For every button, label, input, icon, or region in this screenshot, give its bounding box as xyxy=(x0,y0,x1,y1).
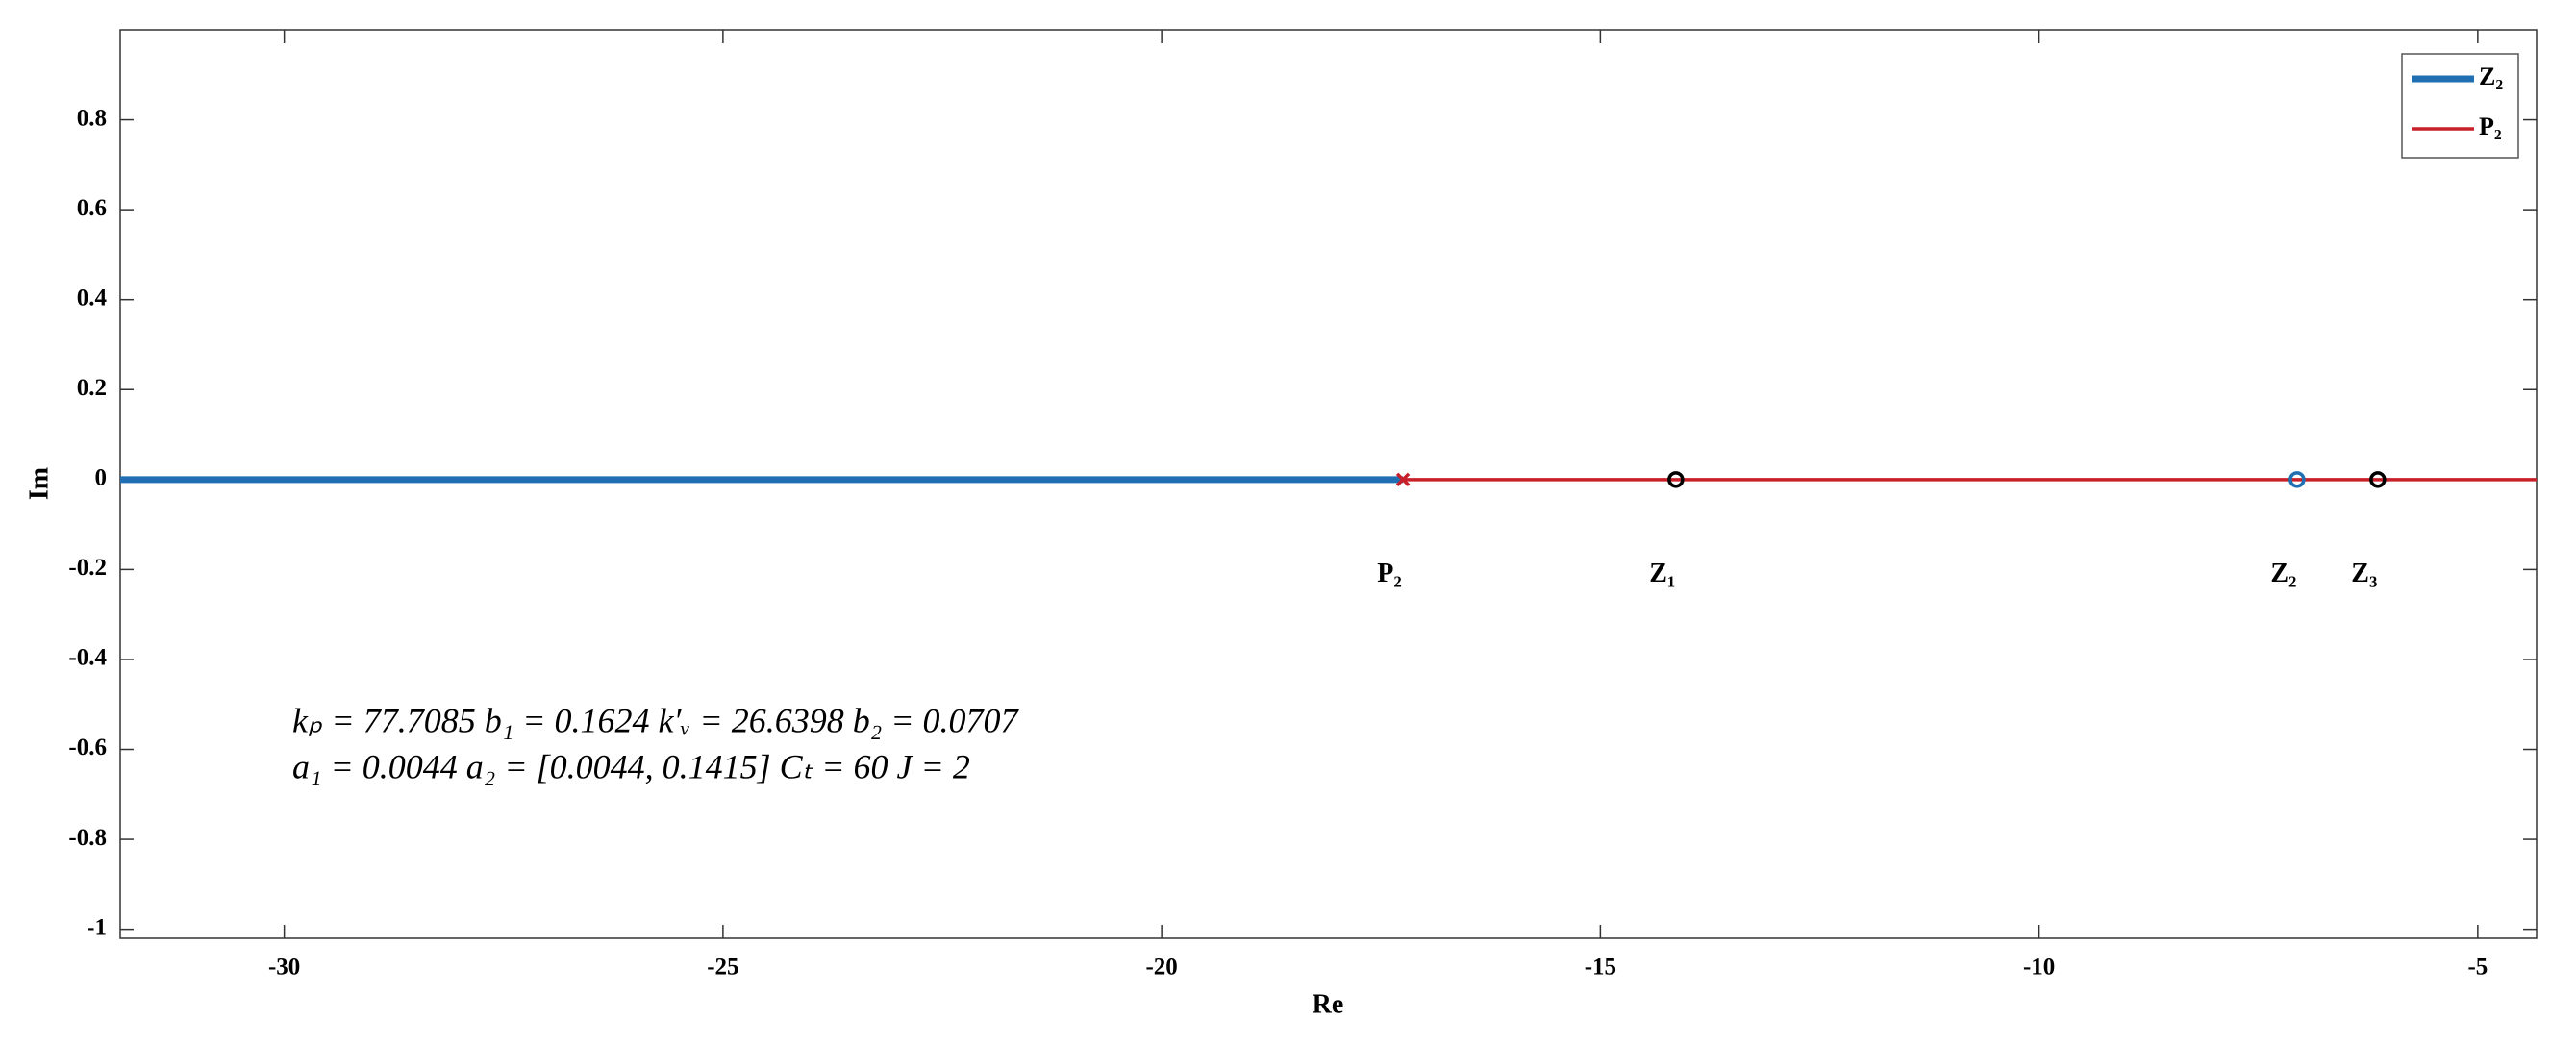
point-label: Z₃ xyxy=(2351,559,2377,588)
legend-label: P₂ xyxy=(2479,112,2502,140)
x-tick-label: -20 xyxy=(1145,955,1177,981)
x-tick-label: -30 xyxy=(268,955,300,981)
y-tick-label: 0.2 xyxy=(77,375,107,401)
legend-label: Z₂ xyxy=(2479,62,2503,90)
y-tick-label: -0.6 xyxy=(68,734,107,760)
y-axis-label: Im xyxy=(24,467,54,500)
y-tick-label: -0.4 xyxy=(68,645,107,671)
x-axis-label: Re xyxy=(1313,989,1344,1019)
y-tick-label: -1 xyxy=(87,914,107,940)
y-tick-label: -0.8 xyxy=(68,825,107,851)
y-tick-label: 0 xyxy=(95,465,108,491)
annotation: a₁ = 0.0044 a₂ = [0.0044, 0.1415] Cₜ = 6… xyxy=(292,747,970,785)
legend-box xyxy=(2401,53,2519,159)
plot-frame xyxy=(119,29,2538,939)
annotation: kₚ = 77.7085 b₁ = 0.1624 k′ᵥ = 26.6398 b… xyxy=(292,701,1020,739)
point-label: Z₁ xyxy=(1649,559,1675,588)
y-tick-label: 0.8 xyxy=(77,105,107,131)
zero-marker xyxy=(1667,471,1685,488)
point-label: Z₂ xyxy=(2270,559,2296,588)
y-tick-label: 0.4 xyxy=(77,285,108,311)
pole-marker xyxy=(1395,472,1411,487)
y-tick-label: 0.6 xyxy=(77,195,107,221)
pole-marker-stroke xyxy=(1395,472,1411,487)
zero-marker xyxy=(2369,471,2387,488)
x-tick-label: -25 xyxy=(707,955,738,981)
point-label: P₂ xyxy=(1377,559,1402,588)
x-tick-label: -10 xyxy=(2023,955,2055,981)
y-tick-label: -0.2 xyxy=(68,555,107,581)
zero-marker xyxy=(2288,471,2306,488)
x-tick-label: -15 xyxy=(1585,955,1616,981)
x-tick-label: -5 xyxy=(2467,955,2488,981)
